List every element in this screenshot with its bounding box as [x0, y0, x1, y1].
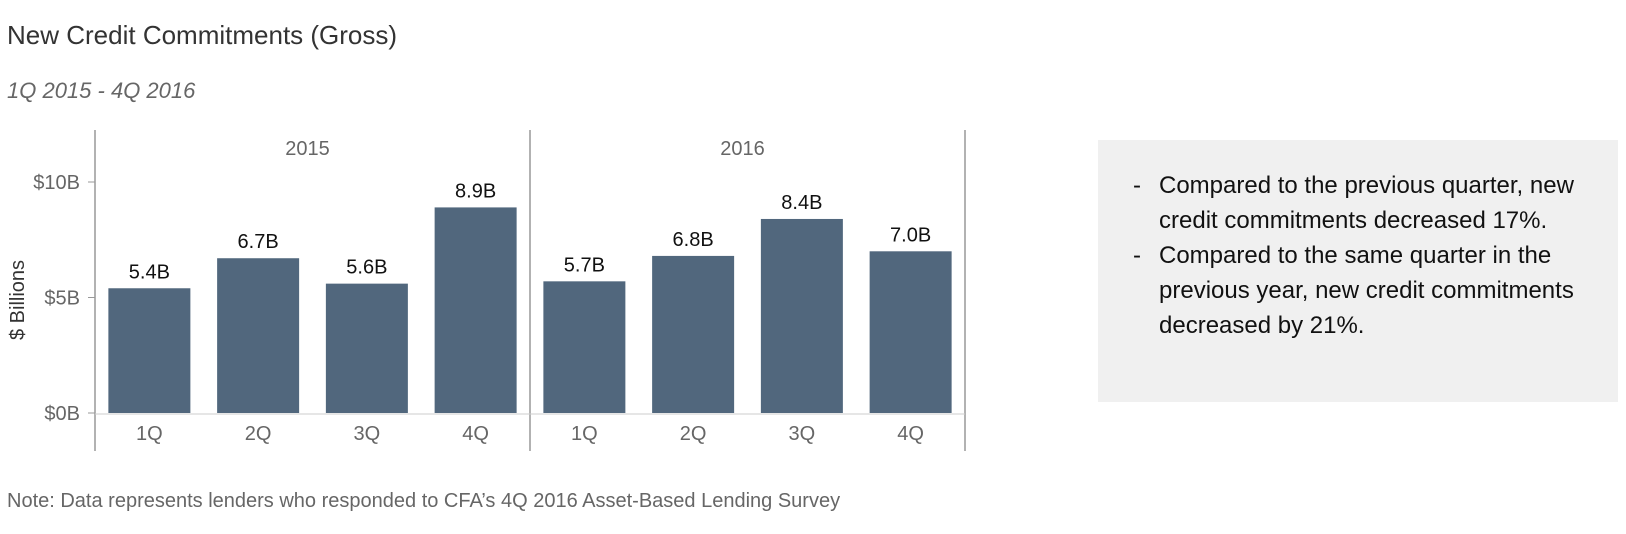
bar: [760, 218, 843, 413]
x-tick-label: 1Q: [571, 423, 598, 445]
bar-data-label: 5.7B: [564, 254, 605, 276]
bar: [434, 207, 517, 413]
insight-callout: Compared to the previous quarter, new cr…: [1098, 140, 1618, 402]
x-tick-label: 2Q: [680, 423, 707, 445]
bar-data-label: 8.9B: [455, 180, 496, 202]
x-tick-label: 4Q: [897, 423, 924, 445]
bar-data-label: 5.4B: [129, 261, 170, 283]
bar: [217, 258, 300, 413]
x-tick-label: 2Q: [245, 423, 272, 445]
y-axis-label: $ Billions: [7, 260, 29, 340]
footnote: Note: Data represents lenders who respon…: [7, 490, 841, 512]
bar-data-label: 6.8B: [673, 229, 714, 251]
x-tick-label: 1Q: [136, 423, 163, 445]
x-tick-label: 4Q: [462, 423, 489, 445]
x-tick-label: 3Q: [789, 423, 816, 445]
y-tick-label: $0B: [44, 403, 80, 425]
insight-item: Compared to the previous quarter, new cr…: [1133, 168, 1598, 238]
bar: [108, 288, 191, 413]
y-tick-label: $10B: [33, 172, 80, 194]
bar: [325, 283, 408, 413]
bar: [543, 281, 626, 413]
y-tick-label: $5B: [44, 288, 80, 310]
bar-chart: $ Billions $0B $5B $10B 2015 5.4B 1Q 6.7B 2Q 5.6B…: [0, 125, 1000, 475]
year-header: 2015: [285, 138, 330, 160]
bar-chart-svg: $ Billions $0B $5B $10B 2015 5.4B 1Q 6.7B 2Q 5.6B…: [7, 130, 966, 451]
x-tick-label: 3Q: [354, 423, 381, 445]
chart-subtitle: 1Q 2015 - 4Q 2016: [7, 78, 196, 103]
chart-title: New Credit Commitments (Gross): [7, 20, 398, 50]
bar-data-label: 6.7B: [238, 231, 279, 253]
bar-data-label: 5.6B: [346, 257, 387, 279]
bar: [869, 251, 952, 413]
bar-data-label: 7.0B: [890, 224, 931, 246]
insight-item: Compared to the same quarter in the prev…: [1133, 238, 1598, 343]
bar: [652, 255, 735, 413]
year-header: 2016: [720, 138, 765, 160]
bar-data-label: 8.4B: [781, 192, 822, 214]
